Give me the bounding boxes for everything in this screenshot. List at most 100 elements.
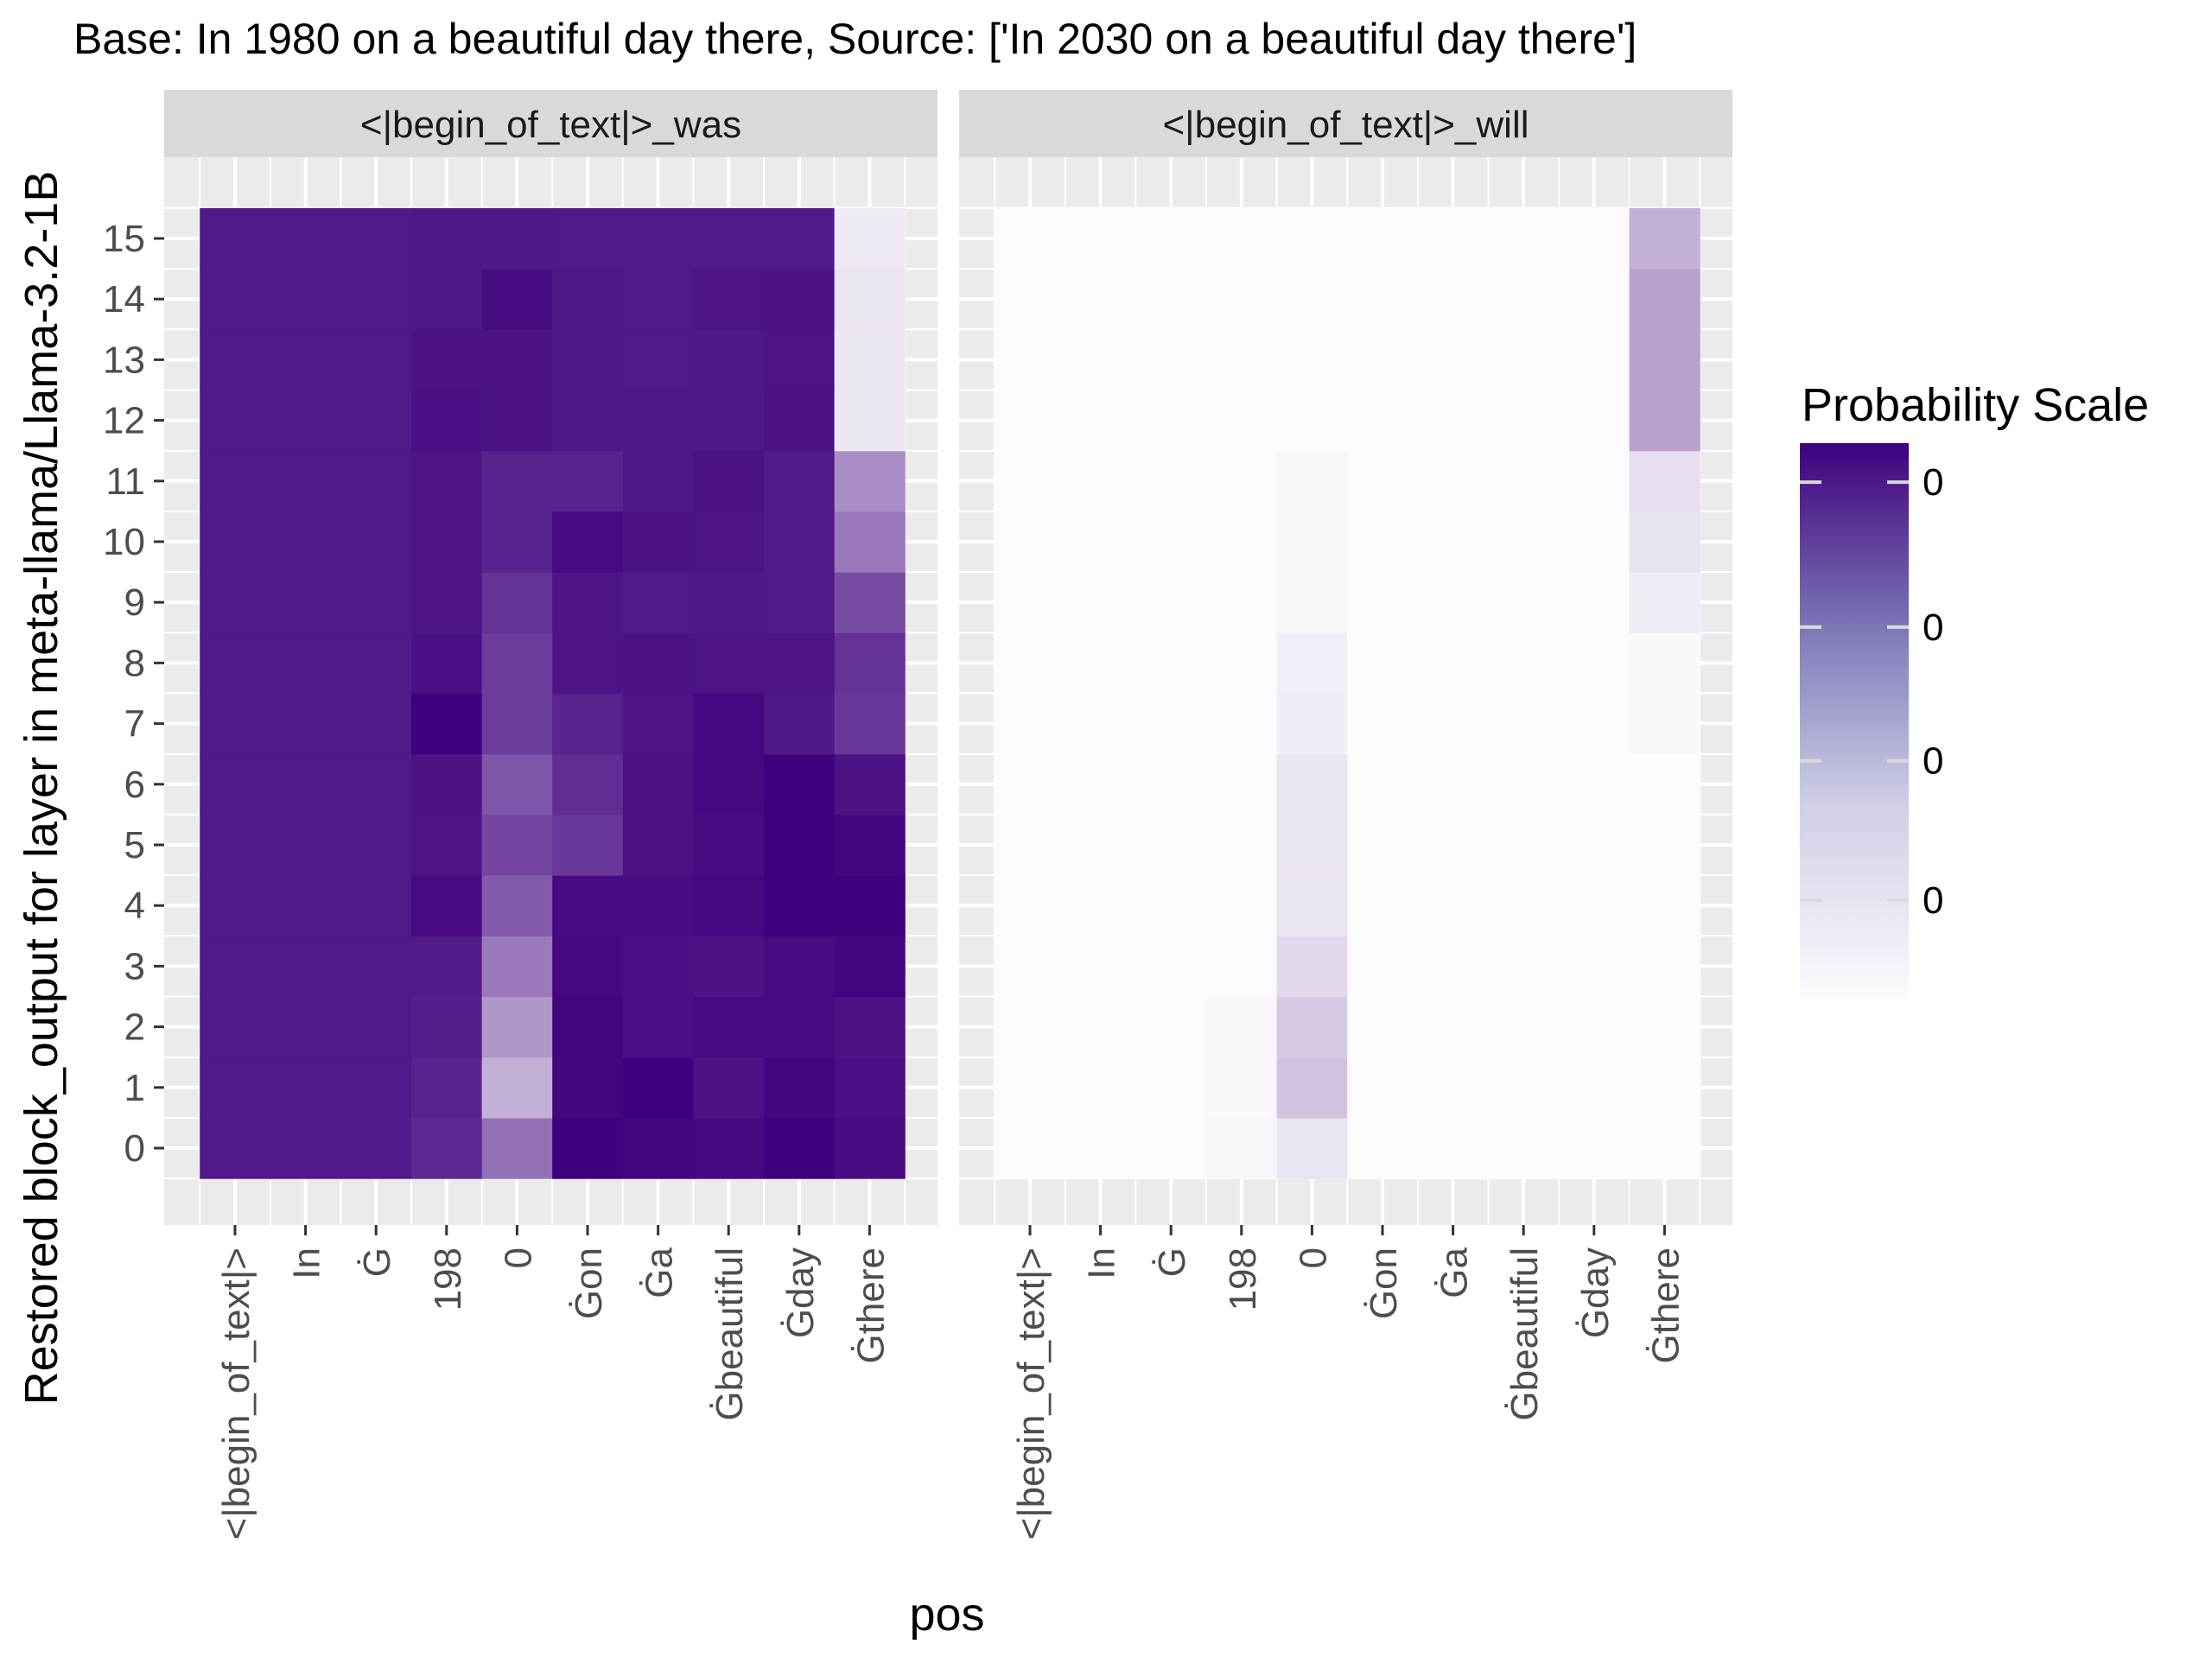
- y-axis-label: Restored block_output for layer in meta-…: [16, 171, 67, 1406]
- heatmap-cell: [622, 693, 694, 755]
- legend-tick-label: 0: [1923, 740, 1943, 783]
- x-tick-label: Ġbeautiful: [709, 1247, 751, 1421]
- heatmap-cell: [995, 390, 1066, 452]
- heatmap-cell: [552, 1117, 624, 1179]
- heatmap-cell: [1629, 753, 1700, 816]
- heatmap-cell: [340, 1057, 412, 1119]
- heatmap-cell: [411, 693, 483, 755]
- heatmap-cell: [693, 875, 765, 936]
- x-tick-label: In: [1081, 1247, 1123, 1279]
- heatmap-cell: [340, 511, 412, 573]
- heatmap-cell: [1065, 996, 1136, 1058]
- heatmap-cell: [995, 207, 1066, 270]
- heatmap-cell: [411, 814, 483, 876]
- heatmap-cell: [200, 207, 271, 270]
- heatmap-cell: [693, 936, 765, 998]
- heatmap-cell: [1065, 390, 1136, 452]
- legend-title: Probability Scale: [1802, 379, 2149, 431]
- heatmap-cell: [1347, 693, 1419, 755]
- heatmap-cell: [834, 693, 906, 755]
- y-tick-label: 15: [103, 218, 145, 260]
- heatmap-cell: [1559, 1057, 1630, 1119]
- y-tick-label: 0: [124, 1127, 145, 1170]
- heatmap-cell: [1417, 450, 1489, 512]
- facet-strip: [164, 90, 938, 157]
- heatmap-cell: [693, 753, 765, 816]
- heatmap-cell: [1065, 814, 1136, 876]
- heatmap-cell: [1276, 996, 1348, 1058]
- heatmap-cell: [1417, 390, 1489, 452]
- heatmap-cell: [1488, 632, 1560, 695]
- x-tick-label: 0: [1292, 1247, 1334, 1268]
- heatmap-cell: [270, 1057, 341, 1119]
- x-tick-label: Ġbeautiful: [1503, 1247, 1546, 1421]
- heatmap-cell: [1347, 572, 1419, 633]
- heatmap-cell: [1206, 390, 1278, 452]
- heatmap-cell: [622, 269, 694, 330]
- x-tick-label: Ġday: [1574, 1247, 1617, 1338]
- heatmap-cell: [764, 511, 836, 573]
- heatmap-cell: [693, 329, 765, 391]
- heatmap-cell: [340, 390, 412, 452]
- heatmap-cell: [1417, 329, 1489, 391]
- heatmap-cell: [622, 753, 694, 816]
- heatmap-cell: [1276, 390, 1348, 452]
- heatmap-cell: [693, 1117, 765, 1179]
- y-tick-label: 4: [124, 885, 145, 927]
- heatmap-cell: [1276, 693, 1348, 755]
- heatmap-cell: [1417, 693, 1489, 755]
- heatmap-cell: [1559, 814, 1630, 876]
- heatmap-cell: [622, 814, 694, 876]
- heatmap-cell: [1206, 511, 1278, 573]
- heatmap-cell: [1135, 875, 1207, 936]
- heatmap-cell: [1629, 572, 1700, 633]
- y-tick-label: 14: [103, 278, 145, 321]
- heatmap-cell: [411, 390, 483, 452]
- heatmap-cell: [270, 632, 341, 695]
- heatmap-cell: [552, 207, 624, 270]
- heatmap-cell: [693, 632, 765, 695]
- heatmap-cell: [552, 390, 624, 452]
- heatmap-cell: [764, 814, 836, 876]
- heatmap-cell: [1135, 753, 1207, 816]
- heatmap-cell: [200, 511, 271, 573]
- x-axis-label: pos: [909, 1589, 984, 1641]
- heatmap-cell: [764, 269, 836, 330]
- heatmap-cell: [1629, 450, 1700, 512]
- heatmap-cell: [1629, 329, 1700, 391]
- x-tick-label: Ġon: [1363, 1247, 1405, 1319]
- heatmap-cell: [340, 1117, 412, 1179]
- heatmap-cell: [1488, 1057, 1560, 1119]
- heatmap-cell: [200, 814, 271, 876]
- heatmap-cell: [1065, 511, 1136, 573]
- heatmap-cell: [1559, 390, 1630, 452]
- heatmap-cell: [764, 572, 836, 633]
- heatmap-cell: [1417, 753, 1489, 816]
- x-tick-label: 0: [497, 1247, 539, 1268]
- heatmap-cell: [834, 390, 906, 452]
- heatmap-cell: [1488, 207, 1560, 270]
- heatmap-cell: [834, 329, 906, 391]
- heatmap-cell: [1135, 329, 1207, 391]
- heatmap-cell: [270, 996, 341, 1058]
- heatmap-cell: [764, 996, 836, 1058]
- heatmap-cell: [1276, 450, 1348, 512]
- heatmap-cell: [622, 936, 694, 998]
- heatmap-cell: [552, 450, 624, 512]
- heatmap-cell: [1559, 572, 1630, 633]
- heatmap-cell: [995, 329, 1066, 391]
- heatmap-cell: [834, 511, 906, 573]
- heatmap-cell: [200, 1117, 271, 1179]
- x-tick-label: Ġthere: [1644, 1247, 1687, 1364]
- heatmap-cell: [200, 269, 271, 330]
- heatmap-cell: [200, 390, 271, 452]
- heatmap-cell: [1206, 753, 1278, 816]
- heatmap-cell: [1559, 753, 1630, 816]
- heatmap-cell: [1347, 450, 1419, 512]
- y-tick-label: 3: [124, 945, 145, 987]
- heatmap-cell: [1417, 632, 1489, 695]
- heatmap-cell: [1559, 269, 1630, 330]
- heatmap-cell: [270, 511, 341, 573]
